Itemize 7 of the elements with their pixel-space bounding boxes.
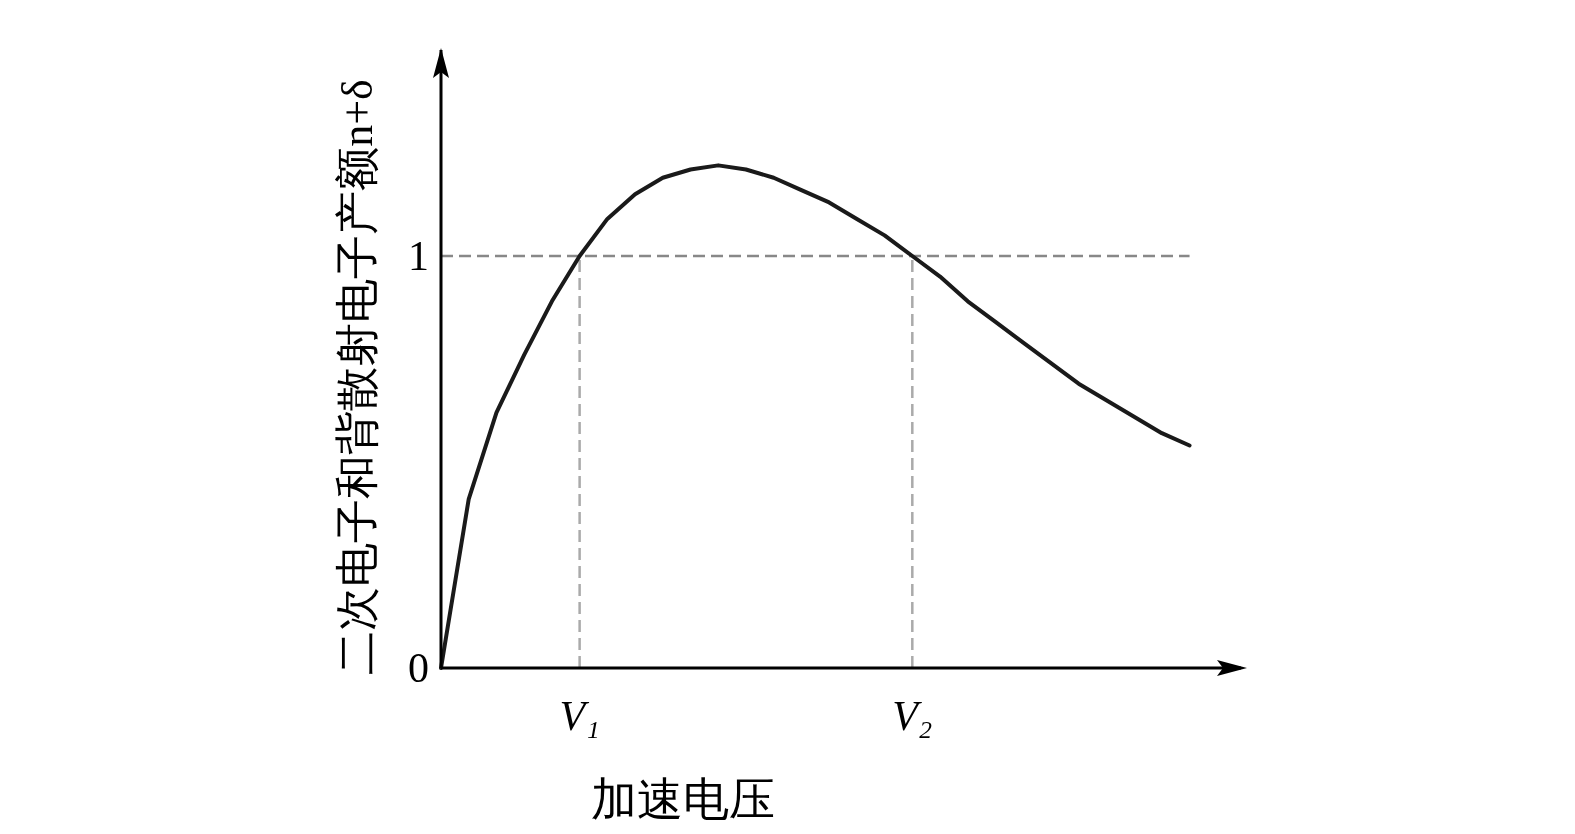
y-axis-title: 二次电子和背散射电子产额n+δ bbox=[333, 79, 382, 675]
x-tick-label: V₁ bbox=[559, 693, 600, 739]
line-series bbox=[439, 163, 1192, 670]
y-tick-label: 0 bbox=[408, 645, 429, 691]
x-tick-label: V₂ bbox=[892, 693, 933, 739]
x-axis-title: 加速电压 bbox=[591, 774, 775, 825]
y-tick-label: 1 bbox=[408, 233, 429, 279]
